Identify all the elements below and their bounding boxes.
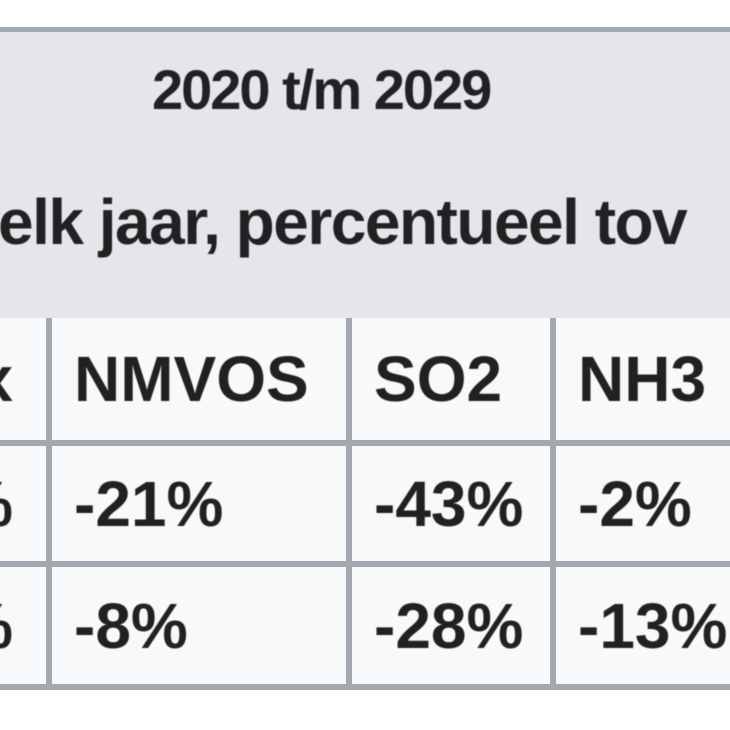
data-cell-nh3: -2% [556,446,730,561]
column-border [46,567,52,684]
table-outer-top-border [0,27,730,32]
column-border [346,446,352,561]
column-border [346,318,352,440]
table-caption-band: 2020 t/m 2029 elk jaar, percentueel tov [0,32,730,318]
data-cell-so2: -43% [352,446,550,561]
row2-col1-fragment: % [0,594,13,658]
header-cell-col1-cutoff: x [0,318,46,440]
row-border [0,440,730,446]
header-cell-so2: SO2 [352,318,550,440]
row1-nh3-value: -2% [578,467,692,540]
header-cell-nh3: NH3 [556,318,730,440]
row2-nh3-value: -13% [578,589,728,662]
header-cell-nmvos: NMVOS [52,318,346,440]
header-label-nh3: NH3 [578,343,707,415]
header-col1-fragment: x [0,347,13,411]
caption-period-line: 2020 t/m 2029 [152,58,492,121]
data-cell-col1-cutoff: % [0,446,46,561]
column-border [346,567,352,684]
table-header-row: x NMVOS SO2 NH3 [0,318,730,440]
column-border [550,318,556,440]
column-border [46,318,52,440]
header-label-nmvos: NMVOS [74,343,309,415]
data-cell-nmvos: -21% [52,446,346,561]
header-label-so2: SO2 [374,343,503,415]
row1-col1-fragment: % [0,472,13,536]
table-row: % -8% -28% -13% [0,567,730,684]
row1-nmvos-value: -21% [74,467,224,540]
data-cell-so2: -28% [352,567,550,684]
data-cell-col1-cutoff: % [0,567,46,684]
row-border [0,561,730,567]
column-border [46,446,52,561]
data-cell-nh3: -13% [556,567,730,684]
table-row: % -21% -43% -2% [0,446,730,561]
column-border [550,446,556,561]
row2-nmvos-value: -8% [74,589,188,662]
row1-so2-value: -43% [374,467,524,540]
column-border [550,567,556,684]
row2-so2-value: -28% [374,589,524,662]
data-cell-nmvos: -8% [52,567,346,684]
table-outer-bottom-border [0,684,730,690]
emissions-table: x NMVOS SO2 NH3 % -21% [0,318,730,690]
caption-description-line: elk jaar, percentueel tov [0,186,688,258]
